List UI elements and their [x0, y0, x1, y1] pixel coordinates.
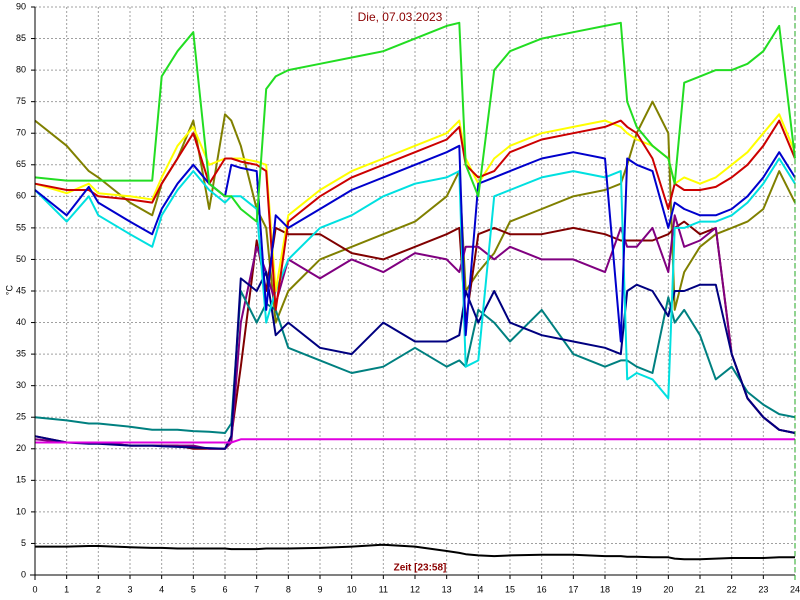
series-line [34, 271, 796, 450]
x-tick-label: 24 [790, 584, 800, 594]
series-line [34, 144, 796, 343]
x-tick-label: 5 [191, 584, 196, 594]
x-tick-label: 16 [537, 584, 547, 594]
x-tick-label: 9 [317, 584, 322, 594]
series-line [34, 290, 796, 434]
y-tick-label: 0 [21, 569, 26, 579]
y-tick-label: 40 [16, 317, 26, 327]
x-tick-label: 7 [254, 584, 259, 594]
x-tick-label: 22 [727, 584, 737, 594]
x-tick-label: 12 [410, 584, 420, 594]
series-line [34, 113, 796, 292]
x-tick-label: 0 [32, 584, 37, 594]
y-tick-label: 70 [16, 128, 26, 138]
x-tick-label: 17 [568, 584, 578, 594]
x-tick-label: 1 [64, 584, 69, 594]
y-tick-label: 60 [16, 191, 26, 201]
y-tick-label: 45 [16, 285, 26, 295]
y-tick-label: 90 [16, 1, 26, 11]
x-tick-label: 14 [473, 584, 483, 594]
x-tick-label: 21 [695, 584, 705, 594]
x-tick-label: 2 [96, 584, 101, 594]
y-tick-label: 5 [21, 538, 26, 548]
y-tick-label: 15 [16, 475, 26, 485]
x-tick-label: 3 [127, 584, 132, 594]
x-tick-label: 4 [159, 584, 164, 594]
series-line [35, 438, 795, 444]
y-tick-label: 30 [16, 380, 26, 390]
chart-title: Die, 07.03.2023 [358, 10, 443, 24]
plot-area [34, 21, 796, 561]
y-tick-label: 80 [16, 64, 26, 74]
series-line [34, 214, 796, 450]
x-tick-label: 6 [222, 584, 227, 594]
x-tick-label: 8 [286, 584, 291, 594]
series-line [34, 157, 796, 400]
y-tick-label: 10 [16, 506, 26, 516]
y-tick-label: 85 [16, 33, 26, 43]
x-tick-label: 20 [663, 584, 673, 594]
series-line [35, 543, 795, 561]
y-tick-label: 35 [16, 348, 26, 358]
x-tick-label: 19 [632, 584, 642, 594]
x-tick-label: 10 [347, 584, 357, 594]
x-tick-label: 23 [758, 584, 768, 594]
series-line [34, 100, 796, 324]
x-axis-label: Zeit [23:58] [394, 563, 447, 574]
x-tick-label: 11 [379, 584, 388, 594]
series-line [34, 119, 796, 311]
y-tick-label: 25 [16, 412, 26, 422]
y-tick-label: 65 [16, 159, 26, 169]
x-tick-label: 13 [442, 584, 452, 594]
y-tick-label: 55 [16, 222, 26, 232]
y-axis-label: °C [4, 284, 14, 295]
y-tick-label: 50 [16, 254, 26, 264]
series-line [34, 21, 796, 223]
x-tick-label: 15 [505, 584, 515, 594]
y-tick-label: 75 [16, 96, 26, 106]
x-tick-label: 18 [600, 584, 610, 594]
y-tick-label: 20 [16, 443, 26, 453]
